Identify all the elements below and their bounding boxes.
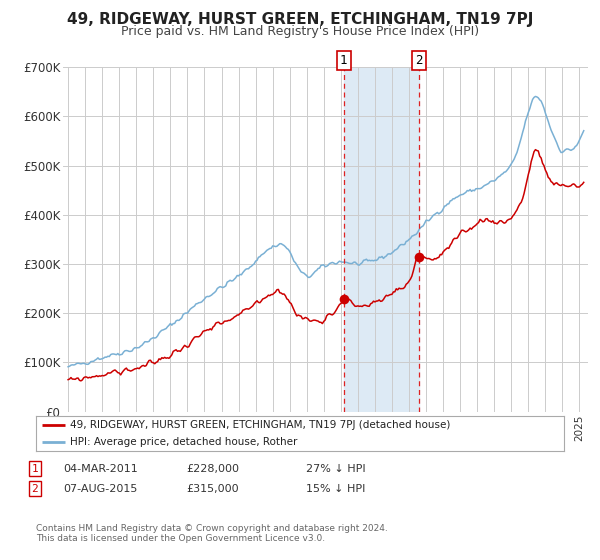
Text: 04-MAR-2011: 04-MAR-2011 (63, 464, 138, 474)
Text: 49, RIDGEWAY, HURST GREEN, ETCHINGHAM, TN19 7PJ: 49, RIDGEWAY, HURST GREEN, ETCHINGHAM, T… (67, 12, 533, 27)
Text: 27% ↓ HPI: 27% ↓ HPI (306, 464, 365, 474)
Text: HPI: Average price, detached house, Rother: HPI: Average price, detached house, Roth… (70, 437, 298, 447)
Text: 1: 1 (31, 464, 38, 474)
Text: 49, RIDGEWAY, HURST GREEN, ETCHINGHAM, TN19 7PJ (detached house): 49, RIDGEWAY, HURST GREEN, ETCHINGHAM, T… (70, 421, 451, 431)
Text: This data is licensed under the Open Government Licence v3.0.: This data is licensed under the Open Gov… (36, 534, 325, 543)
Text: 07-AUG-2015: 07-AUG-2015 (63, 484, 137, 494)
Text: Contains HM Land Registry data © Crown copyright and database right 2024.: Contains HM Land Registry data © Crown c… (36, 524, 388, 533)
Text: 2: 2 (415, 54, 423, 67)
Text: Price paid vs. HM Land Registry's House Price Index (HPI): Price paid vs. HM Land Registry's House … (121, 25, 479, 38)
Bar (344, 67, 419, 412)
Text: 15% ↓ HPI: 15% ↓ HPI (306, 484, 365, 494)
Text: £315,000: £315,000 (186, 484, 239, 494)
Text: £228,000: £228,000 (186, 464, 239, 474)
Text: 2: 2 (31, 484, 38, 494)
Text: 1: 1 (340, 54, 347, 67)
